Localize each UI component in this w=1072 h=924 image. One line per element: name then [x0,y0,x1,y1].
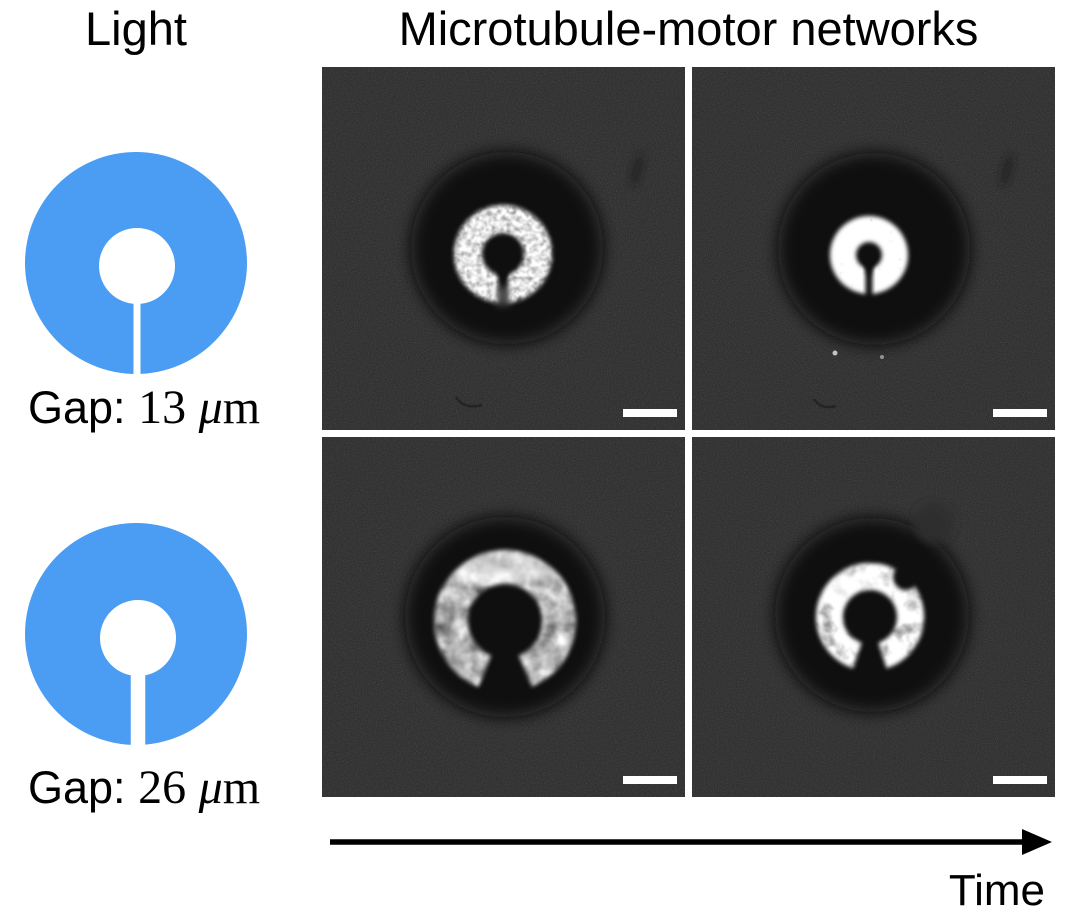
gap-value: 26 [138,761,187,814]
micrograph-image [692,437,1055,797]
micrograph-image [322,67,685,430]
scale-bar [993,409,1047,417]
gap-unit-mu: μ [198,381,223,434]
imaging-artifact-scratch [454,396,483,408]
gap-label-13um: Gap: 13 μm [28,381,261,435]
time-axis-label: Time [948,866,1045,915]
light-pattern-annulus-gap26 [25,523,247,746]
micrograph-image [322,437,685,797]
scale-bar [623,776,677,784]
imaging-artifact-smudge [630,153,644,187]
annulus-ring [25,152,247,374]
gap-unit-m: m [222,381,261,434]
column-header-networks: Microtubule-motor networks [398,2,979,55]
column-header-light: Light [85,2,187,55]
gap-word: Gap: [28,762,126,813]
annulus-shape [25,523,247,746]
gap-word: Gap: [28,382,126,433]
scale-bar [993,776,1047,784]
annulus-gap-slit [133,269,141,375]
annulus-gap-slit [130,641,146,746]
gap-value: 13 [138,381,187,434]
time-arrow-head [1022,829,1052,855]
micrograph-gap26-time2 [692,437,1055,797]
annulus-shape [25,152,247,375]
gap-label-26um: Gap: 26 μm [28,761,261,815]
micrograph-gap13-time2 [692,67,1055,430]
micrograph-gap13-time1 [322,67,685,430]
scale-bar [623,409,677,417]
imaging-artifact-scratch [812,398,837,409]
micrograph-image [692,67,1055,430]
micrograph-gap26-time1 [322,437,685,797]
microtubule-network-ring [424,540,586,702]
gap-unit-mu: μ [198,761,223,814]
microtubule-network-ring [806,553,934,681]
time-arrow [330,829,1052,855]
imaging-artifact-smudge [1000,153,1014,187]
microtubule-network-ring [820,206,918,304]
annulus-ring [25,523,247,745]
gap-unit-m: m [222,761,261,814]
light-pattern-annulus-gap13 [25,152,247,375]
